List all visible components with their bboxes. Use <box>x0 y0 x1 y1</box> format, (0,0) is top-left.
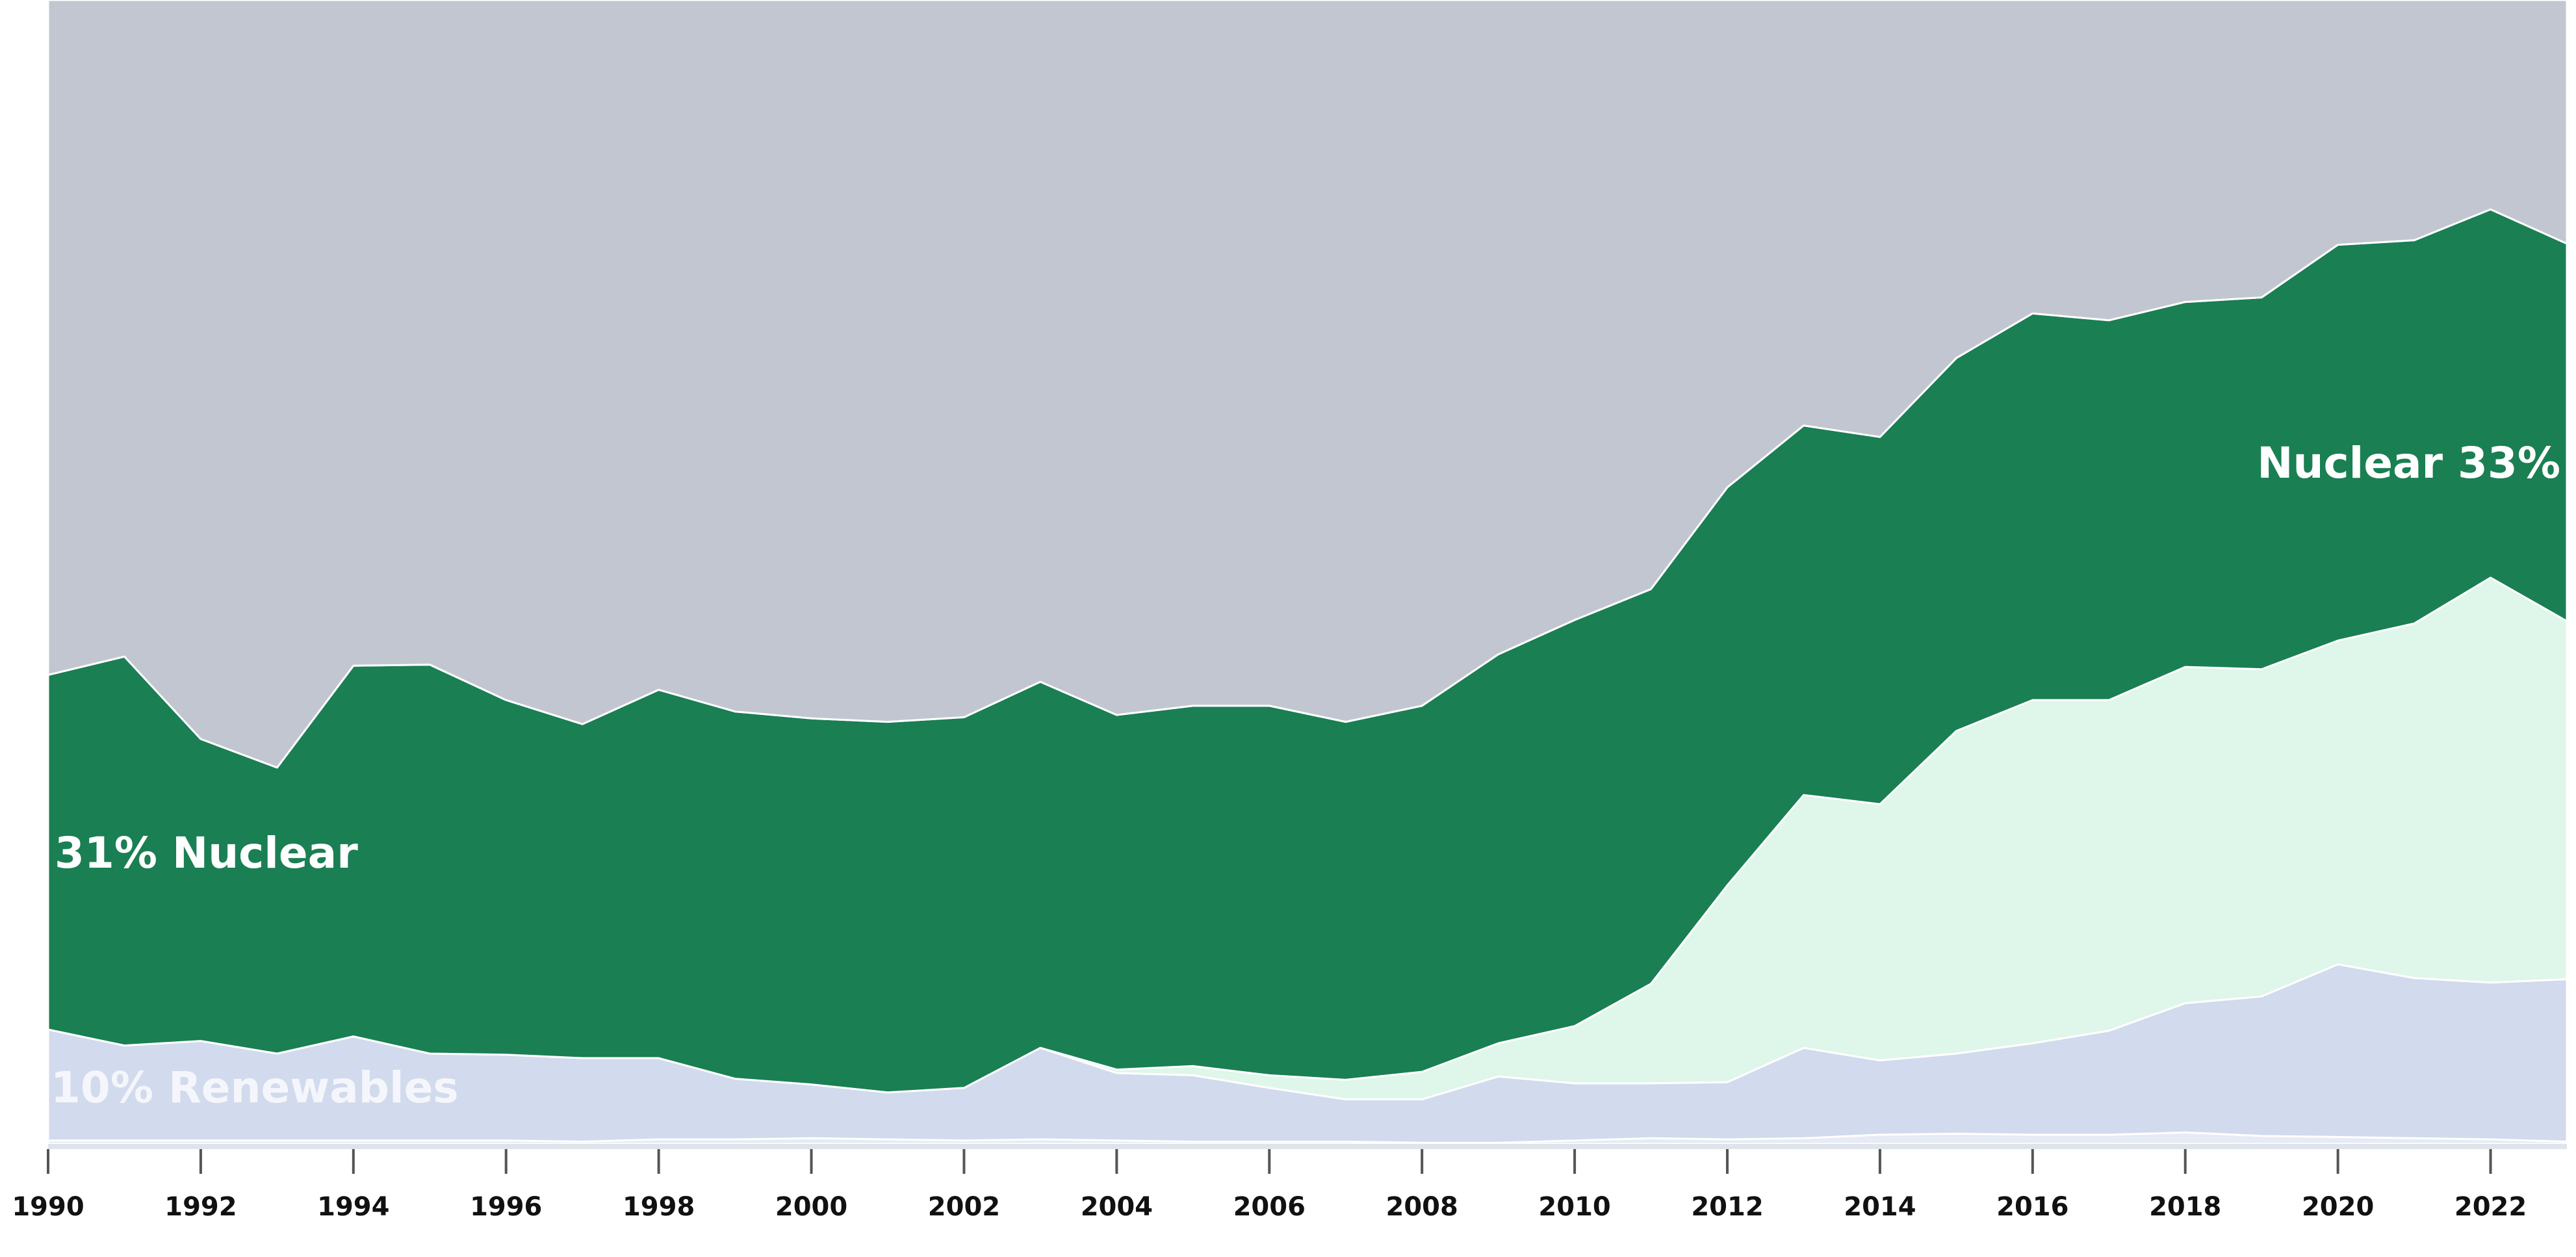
x-tick-label-2022: 2022 <box>2454 1192 2527 1222</box>
x-tick-label-2020: 2020 <box>2302 1192 2374 1222</box>
x-tick-label-2002: 2002 <box>928 1192 1000 1222</box>
area-series-4 <box>47 0 2568 769</box>
x-tick-label-2008: 2008 <box>1386 1192 1458 1222</box>
nuclear-label-end: Nuclear 33% <box>2257 438 2560 488</box>
x-tick-label-2018: 2018 <box>2149 1192 2221 1222</box>
x-tick-label-1996: 1996 <box>470 1192 542 1222</box>
x-tick-label-2014: 2014 <box>1844 1192 1916 1222</box>
x-tick-label-1994: 1994 <box>317 1192 389 1222</box>
x-axis: 1990 1992 1994 1996 1998 2000 2002 2004 2006 2008… <box>12 1144 2567 1222</box>
x-tick-label-1992: 1992 <box>164 1192 237 1222</box>
renewables-label: 10% Renewables <box>51 1063 459 1113</box>
x-tick-label-2006: 2006 <box>1233 1192 1306 1222</box>
x-tick-label-2016: 2016 <box>1996 1192 2068 1222</box>
x-tick-label-2004: 2004 <box>1081 1192 1153 1222</box>
x-tick-label-1990: 1990 <box>12 1192 84 1222</box>
area-annotations: 31% Nuclear Nuclear 33% 10% Renewables <box>51 438 2560 1113</box>
x-tick-label-1998: 1998 <box>623 1192 695 1222</box>
nuclear-label-start: 31% Nuclear <box>55 828 358 878</box>
x-tick-label-2000: 2000 <box>775 1192 847 1222</box>
x-tick-label-2012: 2012 <box>1691 1192 1763 1222</box>
x-axis-ticks: 1990 1992 1994 1996 1998 2000 2002 2004 2006 2008… <box>12 1149 2527 1222</box>
x-tick-label-2010: 2010 <box>1538 1192 1610 1222</box>
area-layers <box>47 0 2568 1145</box>
